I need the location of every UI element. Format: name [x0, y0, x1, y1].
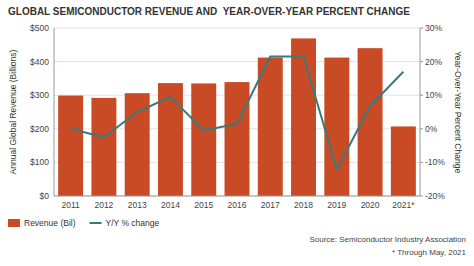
plot [58, 38, 416, 196]
x-tick-label: 2015 [194, 200, 213, 210]
x-tick-label: 2014 [161, 200, 180, 210]
x-tick-label: 2020 [361, 200, 380, 210]
bar [258, 58, 283, 196]
chart: GLOBAL SEMICONDUCTOR REVENUE AND YEAR-OV… [0, 0, 474, 266]
x-tick-label: 2013 [128, 200, 147, 210]
y2-tick-label: 20% [425, 57, 442, 67]
annotation: Source: Semiconductor Industry Associati… [309, 235, 466, 244]
y2-tick-label: 30% [425, 23, 442, 33]
x-axis [54, 196, 420, 197]
y-tick-label: $200 [30, 124, 49, 134]
legend: Revenue (Bil) Y/Y % change [8, 218, 159, 228]
x-tick-label: 2017 [261, 200, 280, 210]
annotation: * Through May, 2021 [392, 248, 467, 257]
grid-line [54, 196, 420, 197]
y-tick-label: $500 [30, 23, 49, 33]
x-tick-label: 2016 [228, 200, 247, 210]
y-tick-label: $100 [30, 157, 49, 167]
x-tick-label: 2021* [392, 200, 415, 210]
line [71, 57, 404, 170]
y-tick-label: $0 [40, 191, 50, 201]
grid [54, 28, 420, 196]
y-tick-label: $300 [30, 90, 49, 100]
y2-tick-label: -20% [425, 191, 445, 201]
y-tick-label: $400 [30, 57, 49, 67]
x-tick-label: 2012 [94, 200, 113, 210]
y-axis-label: Annual Global Revenue (Billions) [8, 49, 18, 174]
legend-swatch [90, 222, 102, 224]
legend-swatch [8, 219, 20, 227]
bar [191, 83, 216, 196]
legend-entry: Revenue (Bil) [24, 218, 76, 228]
x-tick-label: 2019 [327, 200, 346, 210]
y2-tick-label: -10% [425, 157, 445, 167]
x-tick-label: 2018 [294, 200, 313, 210]
y2-tick-label: 0% [425, 124, 438, 134]
y2-axis [420, 28, 421, 196]
bar [324, 58, 349, 196]
y2-tick-label: 10% [425, 90, 442, 100]
grid-line [54, 28, 420, 29]
bar [391, 126, 416, 196]
legend-entry: Y/Y % change [106, 218, 160, 228]
bar [58, 96, 83, 196]
y2-axis-label: Year-Over-Year Percent Change [453, 51, 463, 173]
bar [225, 82, 250, 196]
title: GLOBAL SEMICONDUCTOR REVENUE AND YEAR-OV… [8, 6, 410, 17]
y-axis [54, 28, 55, 196]
bar [291, 38, 316, 196]
x-tick-label: 2011 [61, 200, 80, 210]
bar [91, 98, 116, 196]
